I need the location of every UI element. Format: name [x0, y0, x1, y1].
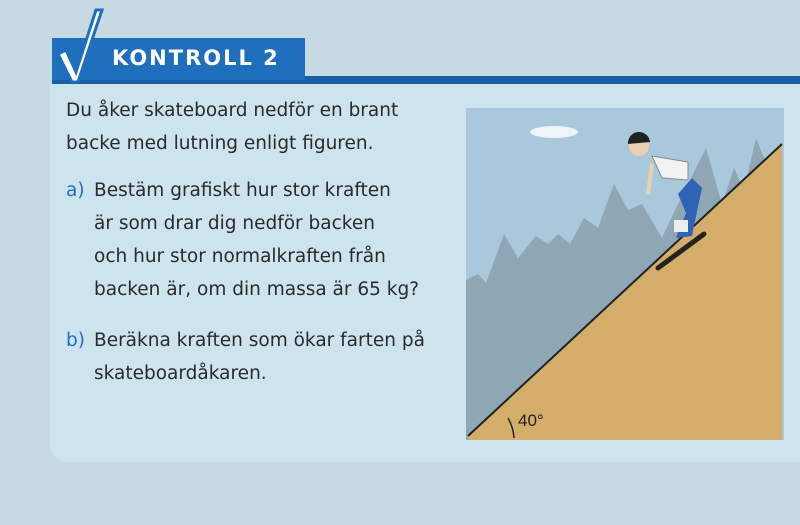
question-line: skateboardåkaren. — [94, 363, 267, 384]
header-title: KONTROLL 2 — [112, 46, 280, 70]
question-line: Bestäm grafiskt hur stor kraften — [94, 180, 391, 201]
cloud — [530, 126, 578, 138]
angle-arc — [507, 417, 515, 439]
skateboarder — [627, 131, 707, 271]
intro-text: Du åker skateboard nedför en brant backe… — [66, 94, 398, 160]
question-label: b) — [66, 330, 85, 351]
header-box — [52, 38, 305, 80]
question-a: a) Bestäm grafiskt hur stor kraften är so… — [66, 174, 419, 306]
intro-line: backe med lutning enligt figuren. — [66, 133, 374, 154]
header-rule — [52, 76, 800, 84]
slope-figure: 40° — [466, 108, 784, 440]
question-b: b) Beräkna kraften som ökar farten på ska… — [66, 324, 425, 390]
slope-line — [467, 143, 783, 437]
intro-line: Du åker skateboard nedför en brant — [66, 100, 399, 121]
question-label: a) — [66, 180, 85, 201]
angle-label: 40° — [518, 411, 544, 430]
question-line: och hur stor normalkraften från — [94, 246, 386, 267]
question-line: backen är, om din massa är 65 kg? — [94, 279, 420, 300]
checkmark-icon — [55, 8, 104, 84]
question-line: är som drar dig nedför backen — [94, 213, 375, 234]
question-line: Beräkna kraften som ökar farten på — [94, 330, 425, 351]
